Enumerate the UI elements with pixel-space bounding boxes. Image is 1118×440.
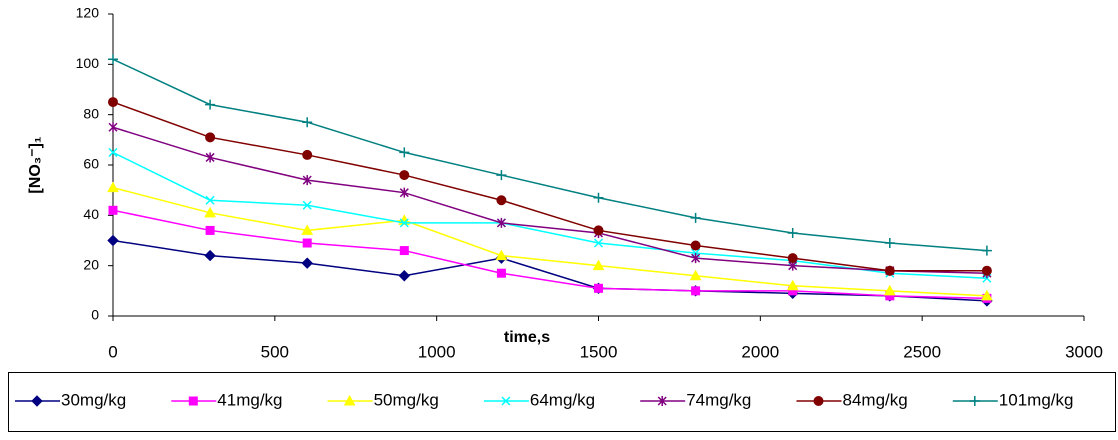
marker xyxy=(301,224,314,235)
legend-label: 30mg/kg xyxy=(61,390,126,409)
x-tick-label: 0 xyxy=(108,342,117,361)
marker xyxy=(593,225,604,236)
marker xyxy=(593,192,604,203)
y-tick-label: 20 xyxy=(83,256,99,272)
marker xyxy=(690,212,701,223)
marker xyxy=(981,245,992,256)
marker xyxy=(107,234,119,247)
marker xyxy=(691,286,701,296)
marker xyxy=(786,279,799,291)
marker xyxy=(108,205,118,215)
legend-marker xyxy=(501,396,511,406)
marker xyxy=(205,132,216,143)
marker xyxy=(302,238,312,248)
marker xyxy=(108,147,118,157)
y-tick-label: 80 xyxy=(83,105,99,121)
y-tick-label: 60 xyxy=(83,156,99,172)
marker xyxy=(592,259,605,271)
marker xyxy=(593,238,604,248)
series-line xyxy=(112,151,987,279)
marker xyxy=(302,149,313,160)
legend-label: 41mg/kg xyxy=(217,390,282,409)
y-axis-label: [NO₃⁻]₁ xyxy=(27,136,44,194)
marker xyxy=(787,253,798,264)
marker xyxy=(204,249,216,262)
y-tick-label: 40 xyxy=(83,206,99,222)
legend-marker xyxy=(31,395,43,407)
marker xyxy=(302,200,312,210)
marker xyxy=(107,181,119,193)
marker xyxy=(981,265,992,276)
series-line xyxy=(112,209,987,300)
marker xyxy=(594,283,603,293)
legend-label: 101mg/kg xyxy=(999,390,1074,409)
legend-marker xyxy=(657,396,667,406)
marker xyxy=(689,269,702,281)
legend-marker xyxy=(969,396,980,406)
x-tick-label: 3000 xyxy=(1065,342,1103,361)
series-line xyxy=(112,186,987,297)
x-tick-label: 2500 xyxy=(903,342,941,361)
marker xyxy=(399,246,409,256)
legend-box xyxy=(8,372,1116,432)
marker xyxy=(108,54,118,65)
x-axis-label: time,s xyxy=(504,329,550,346)
legend-marker xyxy=(343,394,356,406)
marker xyxy=(302,117,313,128)
legend-label: 84mg/kg xyxy=(843,390,908,409)
marker xyxy=(496,217,506,228)
marker xyxy=(399,187,409,198)
marker xyxy=(398,270,411,282)
marker xyxy=(205,152,215,163)
y-tick-label: 100 xyxy=(76,55,100,71)
x-tick-label: 2000 xyxy=(741,342,779,361)
marker xyxy=(205,99,216,110)
legend-label: 64mg/kg xyxy=(530,390,595,409)
series-line xyxy=(112,126,987,274)
marker xyxy=(981,289,993,301)
marker xyxy=(787,227,798,238)
marker xyxy=(399,218,409,228)
marker xyxy=(691,253,701,264)
y-tick-label: 120 xyxy=(76,5,100,21)
legend-marker xyxy=(813,396,824,406)
marker xyxy=(204,206,216,218)
marker xyxy=(496,268,506,278)
marker xyxy=(399,147,410,158)
x-tick-label: 1500 xyxy=(580,342,618,361)
marker xyxy=(399,170,410,181)
marker xyxy=(108,122,118,133)
series-line xyxy=(112,58,987,252)
marker xyxy=(302,175,312,186)
marker xyxy=(205,195,215,205)
legend-marker xyxy=(188,396,198,406)
marker xyxy=(690,240,701,251)
x-tick-label: 500 xyxy=(261,342,289,361)
y-tick-label: 0 xyxy=(91,307,99,323)
legend-label: 50mg/kg xyxy=(374,390,439,409)
marker xyxy=(883,284,896,296)
series-line xyxy=(112,101,987,272)
x-tick-label: 1000 xyxy=(418,342,456,361)
marker xyxy=(496,170,507,181)
marker xyxy=(495,249,508,261)
legend-label: 74mg/kg xyxy=(686,390,751,409)
marker xyxy=(301,257,313,269)
marker xyxy=(884,238,895,249)
series-line xyxy=(112,239,987,302)
marker xyxy=(108,97,118,108)
marker xyxy=(884,265,895,276)
marker xyxy=(496,195,507,206)
marker xyxy=(205,225,215,235)
